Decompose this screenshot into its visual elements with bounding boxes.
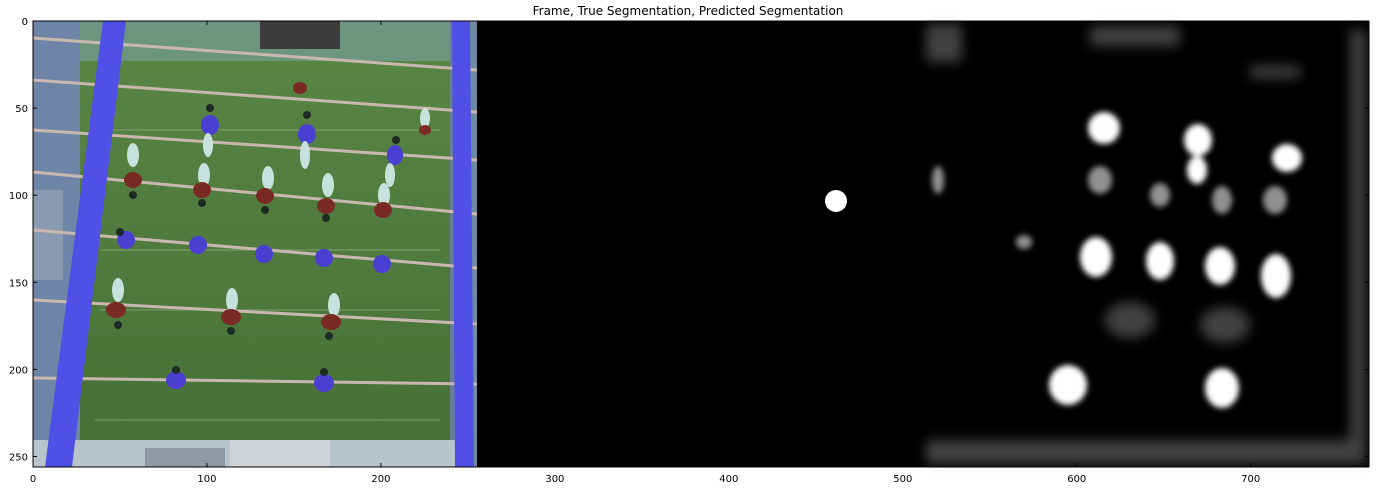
y-tick-label: 50 (15, 104, 28, 115)
x-tick-label: 400 (719, 474, 738, 485)
figure-title: Frame, True Segmentation, Predicted Segm… (532, 4, 844, 18)
predicted-segmentation-image (923, 21, 1369, 467)
true-segmentation-image (477, 21, 923, 467)
axes-frame: 0 100 200 300 400 500 600 700 0 50 100 150 200 250 (9, 17, 1370, 485)
true-ball-mask (825, 190, 847, 212)
x-tick-label: 300 (545, 474, 564, 485)
x-tick-label: 600 (1067, 474, 1086, 485)
y-tick-label: 100 (9, 191, 28, 202)
y-tick-label: 250 (9, 453, 28, 464)
y-tick-label: 0 (22, 17, 28, 28)
x-tick-label: 700 (1241, 474, 1260, 485)
frame-image (32, 21, 478, 467)
x-tick-label: 100 (197, 474, 216, 485)
y-tick-label: 200 (9, 365, 28, 376)
x-tick-label: 200 (371, 474, 390, 485)
y-tick-label: 150 (9, 278, 28, 289)
x-tick-label: 0 (30, 474, 36, 485)
x-tick-label: 500 (893, 474, 912, 485)
